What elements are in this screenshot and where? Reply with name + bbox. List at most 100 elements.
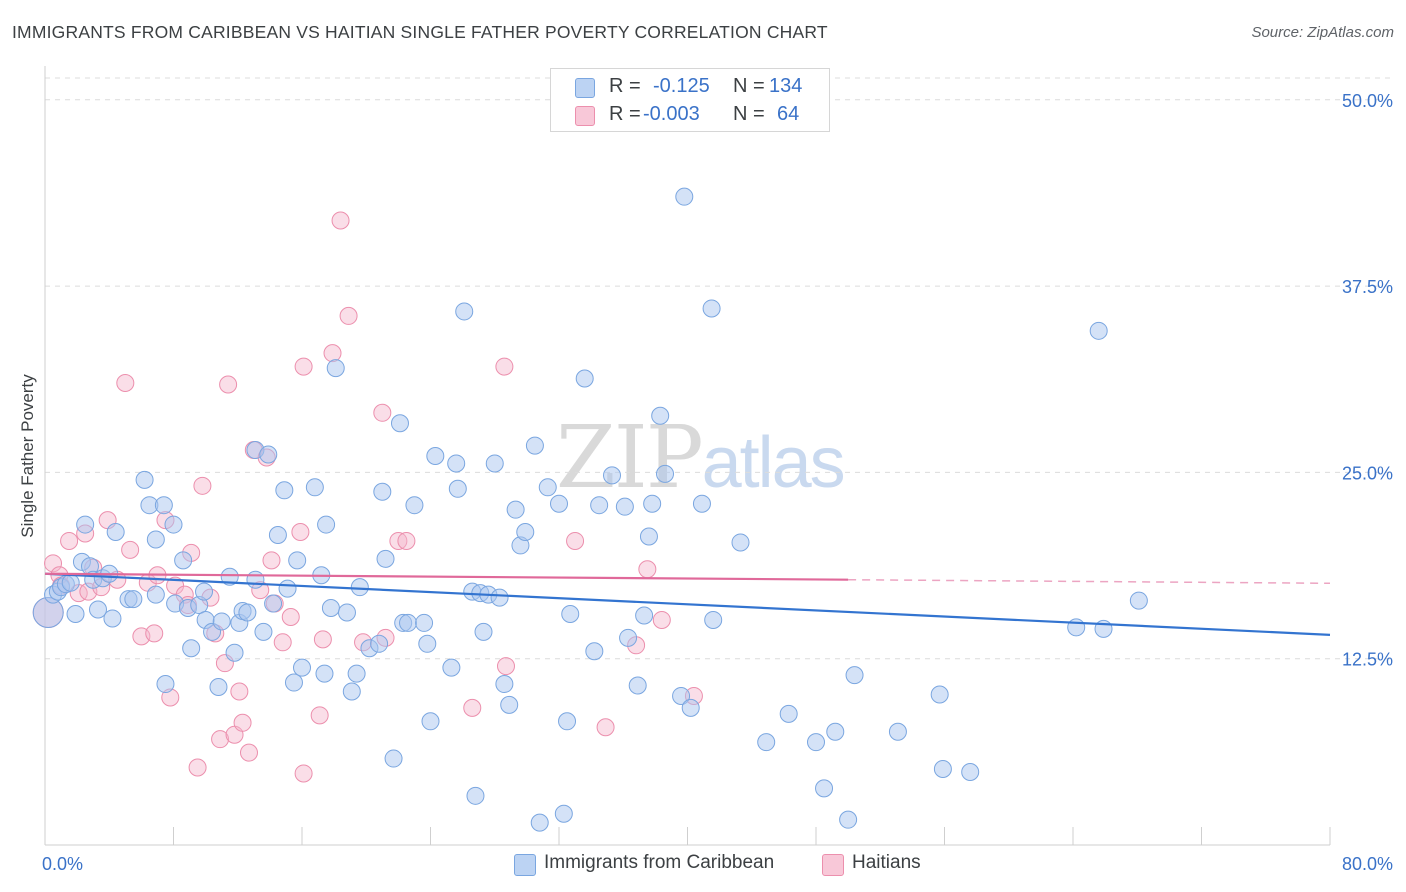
haitian-point [60, 531, 79, 550]
caribbean-point [317, 515, 336, 534]
caribbean-point [268, 526, 287, 544]
haitian-point [145, 624, 164, 643]
caribbean-point [220, 567, 239, 586]
legend-swatch-blue [514, 854, 536, 876]
caribbean-point [259, 445, 278, 464]
caribbean-point [839, 810, 858, 829]
caribbean-point [757, 733, 776, 752]
haitian-point [294, 357, 313, 376]
legend-n-value: 64 [777, 103, 800, 125]
caribbean-point [525, 436, 544, 455]
haitian-point [166, 576, 185, 595]
haitian-point [219, 375, 238, 394]
legend-label-caribbean: Immigrants from Caribbean [544, 852, 775, 873]
series-legend: Immigrants from Caribbean Haitians [0, 852, 1406, 878]
caribbean-point [615, 497, 634, 516]
caribbean-point [154, 496, 173, 515]
legend-n-label: N = [733, 103, 765, 125]
caribbean-point [146, 530, 165, 549]
caribbean-point [384, 749, 403, 768]
caribbean-point [275, 481, 294, 500]
caribbean-point [342, 682, 361, 701]
caribbean-point [807, 733, 825, 752]
caribbean-point [370, 634, 389, 653]
caribbean-point [672, 686, 691, 705]
caribbean-point [561, 604, 580, 623]
caribbean-point [238, 603, 257, 622]
legend-n-label: N = [733, 75, 765, 97]
caribbean-point [246, 570, 265, 589]
caribbean-point [405, 496, 424, 515]
caribbean-point [146, 585, 165, 604]
caribbean-point [212, 612, 231, 631]
caribbean-point [195, 582, 214, 601]
caribbean-point [447, 454, 466, 473]
haitian-point [273, 633, 292, 652]
caribbean-point [225, 643, 244, 662]
legend-r-label: R = [609, 75, 641, 97]
caribbean-point [888, 722, 907, 741]
caribbean-point [490, 588, 509, 607]
haitian-trend-extension [848, 578, 1331, 585]
y-tick-label: 25.0% [1342, 463, 1393, 483]
haitian-point [230, 682, 249, 701]
caribbean-point [538, 478, 557, 497]
caribbean-point [376, 549, 395, 568]
caribbean-point [575, 369, 594, 388]
haitian-point [463, 698, 482, 717]
caribbean-point [418, 634, 437, 653]
caribbean-point [635, 606, 654, 625]
caribbean-point [643, 494, 662, 513]
legend-label-haitians: Haitians [852, 852, 921, 873]
caribbean-point [305, 478, 324, 497]
caribbean-point [61, 573, 80, 592]
caribbean-point [264, 594, 283, 613]
caribbean-point [826, 722, 845, 741]
caribbean-point [656, 464, 675, 483]
caribbean-point [554, 804, 573, 823]
haitian-point [211, 730, 230, 749]
caribbean-point [485, 454, 504, 473]
haitian-point [233, 713, 252, 732]
caribbean-point [135, 470, 154, 489]
caribbean-point [628, 676, 647, 695]
caribbean-point [293, 658, 311, 677]
caribbean-point [174, 551, 193, 570]
y-tick-label: 12.5% [1342, 650, 1393, 670]
caribbean-point [103, 609, 122, 628]
caribbean-point [550, 494, 568, 513]
haitian-point [239, 743, 258, 762]
caribbean-point [278, 579, 297, 598]
caribbean-point [76, 515, 95, 534]
haitian-point [323, 344, 342, 363]
caribbean-point [558, 712, 577, 731]
haitian-point [496, 657, 515, 676]
caribbean-point [124, 590, 143, 609]
caribbean-point [530, 813, 549, 832]
caribbean-point [415, 613, 434, 632]
legend-row-caribbean: R = -0.125 N = 134 [551, 73, 829, 99]
haitian-point [495, 357, 514, 376]
haitian-point [116, 373, 135, 392]
caribbean-point [702, 299, 721, 318]
caribbean-point [681, 698, 700, 717]
haitian-point [339, 306, 358, 325]
haitian-point [310, 706, 329, 725]
caribbean-point [337, 603, 356, 622]
haitian-point [596, 718, 615, 737]
regression-lines [44, 572, 1331, 636]
caribbean-point [495, 675, 514, 694]
caribbean-point [845, 666, 864, 685]
caribbean-point [426, 447, 445, 466]
caribbean-point [106, 523, 125, 542]
haitian-point [291, 523, 310, 542]
caribbean-point [961, 762, 980, 781]
haitian-point [313, 630, 332, 649]
caribbean-point [350, 578, 369, 597]
haitian-point [193, 476, 212, 495]
caribbean-point [399, 613, 418, 632]
caribbean-point [442, 658, 461, 677]
tick-labels: 12.5% 25.0% 37.5% 50.0% 0.0% 80.0% [42, 91, 1393, 874]
legend-row-haitians: R = -0.003 N = 64 [551, 101, 829, 127]
